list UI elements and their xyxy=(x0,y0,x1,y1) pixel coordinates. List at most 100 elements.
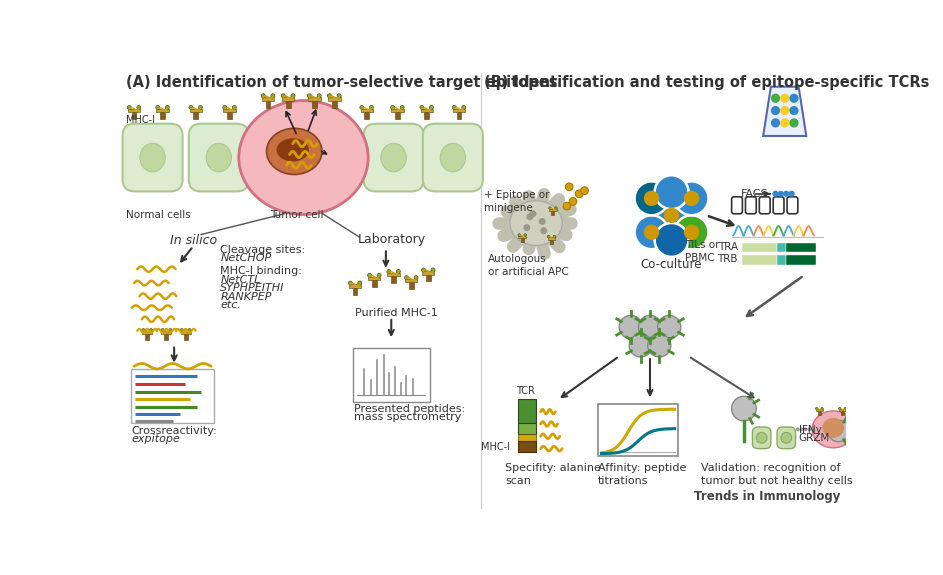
Circle shape xyxy=(789,106,799,115)
Circle shape xyxy=(674,182,708,215)
Ellipse shape xyxy=(816,408,818,410)
Bar xyxy=(391,276,396,283)
Circle shape xyxy=(620,316,642,339)
Bar xyxy=(395,112,400,119)
Ellipse shape xyxy=(420,105,424,109)
Ellipse shape xyxy=(368,273,372,277)
Text: Autologous
or artificial APC: Autologous or artificial APC xyxy=(488,254,569,277)
Bar xyxy=(190,109,202,112)
Ellipse shape xyxy=(188,328,191,332)
Circle shape xyxy=(538,218,546,225)
Text: MHC-I: MHC-I xyxy=(126,115,156,125)
FancyBboxPatch shape xyxy=(777,427,796,449)
Ellipse shape xyxy=(547,235,550,238)
Text: GRZM: GRZM xyxy=(799,433,830,443)
Bar xyxy=(786,255,816,264)
Ellipse shape xyxy=(337,94,341,98)
Ellipse shape xyxy=(290,94,295,98)
Text: Validation: recognition of
tumor but not healthy cells: Validation: recognition of tumor but not… xyxy=(701,463,852,486)
Bar xyxy=(777,243,786,252)
Circle shape xyxy=(565,183,573,191)
Circle shape xyxy=(784,191,789,197)
Bar xyxy=(422,271,435,275)
Circle shape xyxy=(644,191,659,206)
Text: TCR: TCR xyxy=(516,386,535,396)
Circle shape xyxy=(563,202,571,210)
Ellipse shape xyxy=(348,281,353,285)
Ellipse shape xyxy=(317,94,322,98)
Ellipse shape xyxy=(180,328,184,332)
FancyBboxPatch shape xyxy=(773,197,784,214)
Bar xyxy=(157,109,169,112)
Circle shape xyxy=(629,334,653,357)
Ellipse shape xyxy=(821,408,823,410)
Bar xyxy=(426,275,431,281)
Text: Presented peptides:: Presented peptides: xyxy=(354,404,465,414)
Circle shape xyxy=(772,191,779,197)
FancyBboxPatch shape xyxy=(189,124,249,191)
Text: FACS: FACS xyxy=(741,189,769,199)
Bar xyxy=(353,288,357,294)
Circle shape xyxy=(800,427,803,431)
Ellipse shape xyxy=(405,275,408,279)
Ellipse shape xyxy=(844,408,847,410)
Bar xyxy=(816,409,823,411)
Bar xyxy=(145,334,149,340)
Ellipse shape xyxy=(161,328,164,332)
Bar xyxy=(409,282,414,289)
Text: Trends in Immunology: Trends in Immunology xyxy=(694,489,840,503)
Text: Affinity: peptide
titrations: Affinity: peptide titrations xyxy=(598,463,686,486)
Circle shape xyxy=(581,187,588,194)
Bar xyxy=(308,97,321,101)
Bar xyxy=(372,280,376,287)
Circle shape xyxy=(732,396,756,421)
Ellipse shape xyxy=(518,234,521,236)
Text: Tumor cell: Tumor cell xyxy=(271,210,323,220)
Bar xyxy=(349,285,361,288)
Text: In silico: In silico xyxy=(170,234,217,247)
Circle shape xyxy=(540,227,547,234)
Ellipse shape xyxy=(453,105,456,109)
Bar xyxy=(453,109,465,112)
Circle shape xyxy=(526,213,534,220)
Ellipse shape xyxy=(327,94,332,98)
Circle shape xyxy=(644,225,659,240)
Bar xyxy=(598,404,678,457)
Bar xyxy=(181,331,190,334)
Bar xyxy=(521,238,523,242)
Circle shape xyxy=(780,94,789,103)
Ellipse shape xyxy=(239,101,368,214)
Ellipse shape xyxy=(149,328,153,332)
Circle shape xyxy=(657,316,681,339)
Circle shape xyxy=(789,94,799,103)
Bar xyxy=(839,409,846,411)
Polygon shape xyxy=(763,87,806,136)
Bar xyxy=(405,279,418,282)
Ellipse shape xyxy=(400,105,405,109)
Text: mass spectrometry: mass spectrometry xyxy=(354,412,461,423)
Text: Laboratory: Laboratory xyxy=(357,233,425,246)
Bar xyxy=(223,109,236,112)
Bar xyxy=(266,101,271,108)
Text: RANKPEP: RANKPEP xyxy=(221,292,272,301)
Ellipse shape xyxy=(812,411,854,448)
Bar xyxy=(777,255,786,264)
Ellipse shape xyxy=(381,143,406,172)
Ellipse shape xyxy=(422,268,425,272)
Bar xyxy=(193,112,198,119)
Circle shape xyxy=(684,191,700,206)
Text: + Epitope or
minigene: + Epitope or minigene xyxy=(484,190,549,213)
Ellipse shape xyxy=(396,270,401,274)
Ellipse shape xyxy=(140,143,165,172)
Ellipse shape xyxy=(360,105,364,109)
Text: NetCHOP: NetCHOP xyxy=(221,253,272,263)
Circle shape xyxy=(684,225,700,240)
Bar xyxy=(328,97,340,101)
Ellipse shape xyxy=(462,105,466,109)
Ellipse shape xyxy=(357,281,362,285)
Bar xyxy=(164,334,169,340)
Ellipse shape xyxy=(169,328,172,332)
Circle shape xyxy=(529,210,537,217)
Circle shape xyxy=(638,316,662,339)
Circle shape xyxy=(770,94,780,103)
